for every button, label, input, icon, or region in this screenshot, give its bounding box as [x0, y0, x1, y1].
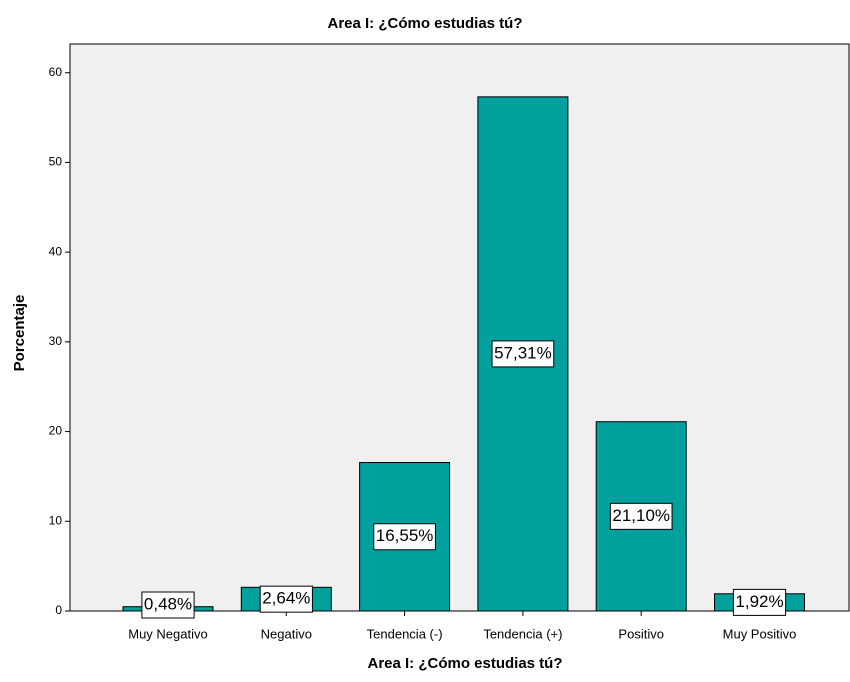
- plot-area: [69, 43, 850, 612]
- value-label-box: [609, 502, 673, 530]
- y-tick-label: 30: [49, 334, 63, 348]
- x-tick-label: Tendencia (+): [483, 626, 562, 641]
- chart-title: Area I: ¿Cómo estudias tú?: [327, 15, 522, 32]
- x-axis-title: Area I: ¿Cómo estudias tú?: [367, 655, 562, 672]
- x-tick-label: Negativo: [261, 626, 312, 641]
- x-tick-label: Muy Negativo: [128, 626, 207, 641]
- value-label-box: [259, 585, 313, 613]
- value-label: 2,64%: [262, 589, 310, 608]
- y-axis-title: Porcentaje: [11, 295, 28, 372]
- y-tick-label: 50: [49, 155, 63, 169]
- value-label-box: [732, 588, 787, 616]
- y-tick-label: 10: [49, 513, 63, 527]
- value-label: 21,10%: [612, 506, 670, 525]
- value-label: 1,92%: [735, 592, 783, 611]
- x-tick-label: Muy Positivo: [723, 626, 797, 641]
- value-label: 16,55%: [376, 526, 434, 545]
- value-label-box: [141, 591, 195, 619]
- x-tick-label: Positivo: [618, 626, 664, 641]
- value-label: 0,48%: [144, 594, 192, 613]
- y-tick-label: 40: [49, 244, 63, 258]
- y-tick-label: 60: [49, 65, 63, 79]
- value-label-box: [373, 523, 436, 551]
- y-tick-label: 0: [55, 603, 62, 617]
- value-label: 57,31%: [494, 343, 552, 362]
- x-tick-label: Tendencia (-): [367, 626, 443, 641]
- value-label-box: [491, 340, 555, 368]
- y-tick-label: 20: [49, 424, 63, 438]
